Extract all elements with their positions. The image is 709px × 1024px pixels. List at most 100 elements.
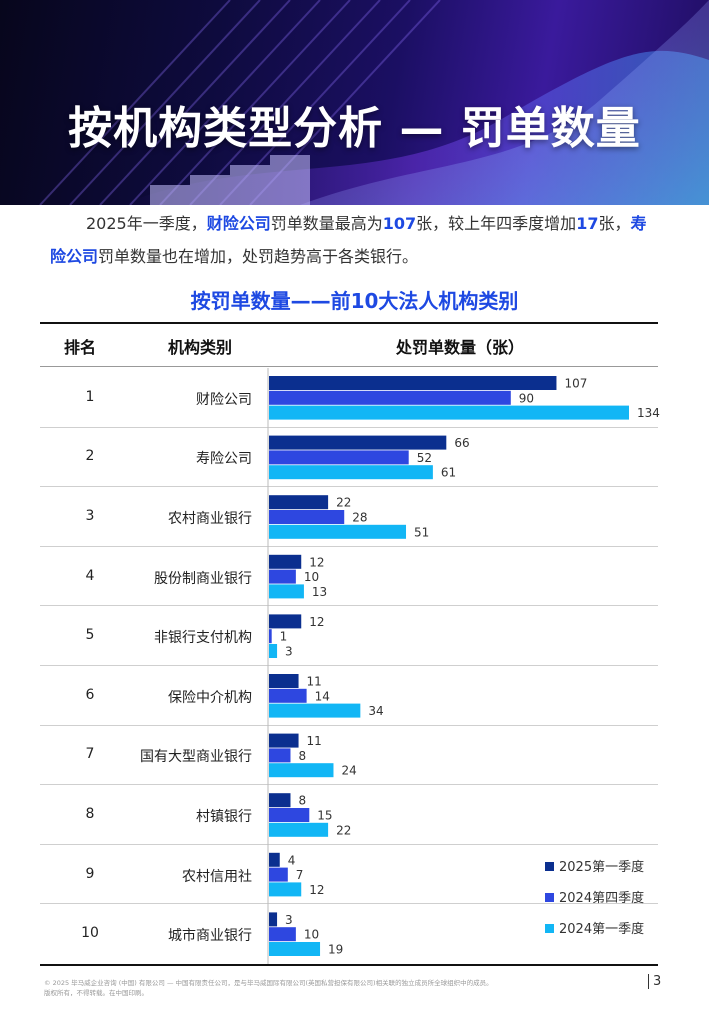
rank-cell: 5 <box>85 627 95 644</box>
bar-value-label: 12 <box>309 555 324 569</box>
highlight-category: 财险公司 <box>206 214 271 233</box>
bar <box>269 793 291 808</box>
table-row: 1 财险公司 <box>40 368 658 428</box>
table-row: 3 农村商业银行 <box>40 487 658 547</box>
bar <box>269 674 299 688</box>
bar <box>269 465 433 480</box>
chart-title: 按罚单数量——前10大法人机构类别 <box>190 289 519 313</box>
page-title: 按机构类型分析 — 罚单数量 <box>68 103 641 154</box>
bar <box>269 644 278 658</box>
banner-graphic <box>39 0 709 205</box>
rank-cell: 9 <box>85 865 95 882</box>
rank-cell: 6 <box>85 686 95 703</box>
bar-value-label: 24 <box>341 764 356 778</box>
bar <box>269 450 409 465</box>
category-label: 农村信用社 <box>182 868 252 885</box>
category-label: 财险公司 <box>196 391 252 408</box>
row-divider <box>40 664 658 666</box>
bar-value-label: 10 <box>304 928 319 942</box>
bar <box>269 405 629 420</box>
highlight-category: 寿险公司 <box>50 214 647 266</box>
bar-value-label: 107 <box>564 377 587 391</box>
table-row: 6 保险中介机构 <box>40 666 658 726</box>
bar <box>269 614 302 629</box>
header-value: 处罚单数量（张） <box>396 338 525 357</box>
bar-value-label: 11 <box>307 734 322 748</box>
bar <box>269 688 307 703</box>
legend-label: 2024第四季度 <box>559 891 645 906</box>
table-bottom-rule <box>40 964 658 966</box>
bar <box>269 390 511 405</box>
row-divider <box>40 903 658 905</box>
bar <box>269 510 345 524</box>
rank-cell: 4 <box>85 567 95 584</box>
legend-label: 2025第一季度 <box>559 860 645 875</box>
bar <box>269 569 296 584</box>
bar <box>269 942 321 956</box>
bar-value-label: 28 <box>352 511 367 525</box>
bar <box>269 808 310 822</box>
bar <box>269 912 278 927</box>
rank-cell: 7 <box>85 746 95 763</box>
bar <box>269 867 288 882</box>
bar <box>269 882 302 897</box>
bar-value-label: 12 <box>309 883 324 897</box>
bar-value-label: 8 <box>298 749 306 763</box>
bar-value-label: 4 <box>288 853 296 867</box>
bar <box>269 435 447 450</box>
bar-value-label: 66 <box>454 436 469 450</box>
bar-value-label: 8 <box>298 794 306 808</box>
bar-value-label: 3 <box>285 913 293 927</box>
category-label: 村镇银行 <box>196 808 252 825</box>
rank-cell: 3 <box>85 507 95 524</box>
legend-item: 2025第一季度 <box>545 856 644 875</box>
bar-value-label: 13 <box>312 585 327 599</box>
bar-value-label: 19 <box>328 943 343 957</box>
table-row: 5 非银行支付机构 <box>40 606 658 666</box>
category-label: 非银行支付机构 <box>154 630 252 647</box>
bar-value-label: 134 <box>637 406 660 420</box>
bar-value-label: 7 <box>296 868 304 882</box>
table-row: 4 股份制商业银行 <box>40 547 658 607</box>
bar <box>269 763 334 778</box>
header-category: 机构类别 <box>168 338 233 357</box>
bar <box>269 629 272 644</box>
bar-value-label: 22 <box>336 823 351 837</box>
row-divider <box>40 545 658 547</box>
bar-value-label: 1 <box>280 630 288 644</box>
bar <box>269 376 557 390</box>
legend-swatch <box>545 862 554 871</box>
table-header-rule <box>40 366 658 367</box>
category-label: 寿险公司 <box>196 451 252 468</box>
table-row: 10 城市商业银行 <box>40 904 658 964</box>
category-label: 股份制商业银行 <box>154 570 252 587</box>
bar-value-label: 12 <box>309 615 324 629</box>
header-banner: 按机构类型分析 — 罚单数量 <box>0 0 709 205</box>
bar <box>269 733 299 748</box>
category-label: 城市商业银行 <box>168 928 252 945</box>
bar-value-label: 10 <box>304 570 319 584</box>
table-row: 9 农村信用社 <box>40 845 658 905</box>
row-divider <box>40 486 658 488</box>
table-row: 7 国有大型商业银行 <box>40 726 658 786</box>
bar-value-label: 22 <box>336 496 351 510</box>
bar <box>269 703 361 718</box>
bar <box>269 927 296 942</box>
highlight-number: 17 <box>576 214 599 233</box>
bar <box>269 584 304 599</box>
bar-value-label: 15 <box>317 809 332 823</box>
legend-swatch <box>545 924 554 933</box>
bar <box>269 748 291 763</box>
bar-value-label: 51 <box>414 525 429 539</box>
rank-cell: 2 <box>85 448 95 465</box>
bar <box>269 554 302 569</box>
row-divider <box>40 843 658 845</box>
row-divider <box>40 605 658 607</box>
category-label: 农村商业银行 <box>168 510 252 527</box>
table-top-rule <box>40 322 658 324</box>
bar-value-label: 34 <box>368 704 383 718</box>
bar-value-label: 90 <box>519 391 534 405</box>
bar-value-label: 52 <box>417 451 432 465</box>
bar-value-label: 3 <box>285 645 293 659</box>
table-row: 8 村镇银行 <box>40 785 658 845</box>
